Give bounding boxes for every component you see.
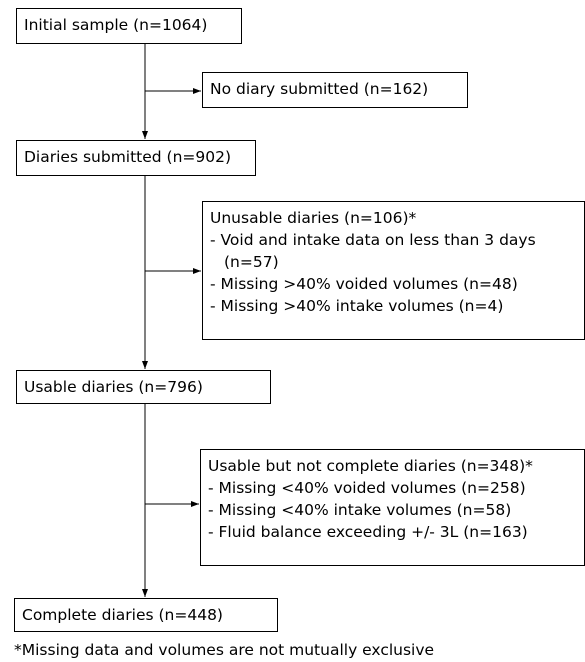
node-item: - Fluid balance exceeding +/- 3L (n=163): [208, 523, 528, 541]
node-label: Unusable diaries (n=106)*: [210, 209, 417, 227]
node-box: Diaries submitted (n=902): [16, 140, 256, 176]
node-label: Usable but not complete diaries (n=348)*: [208, 457, 533, 475]
node-item: - Void and intake data on less than 3 da…: [210, 231, 536, 271]
node-label: Initial sample (n=1064): [24, 16, 208, 34]
node-box: Usable diaries (n=796): [16, 370, 271, 404]
node-label: Complete diaries (n=448): [22, 606, 223, 624]
node-label: Diaries submitted (n=902): [24, 148, 232, 166]
node-box: Complete diaries (n=448): [14, 598, 278, 632]
node-label: Usable diaries (n=796): [24, 378, 203, 396]
node-box: Unusable diaries (n=106)* - Void and int…: [202, 201, 585, 340]
node-item: - Missing <40% intake volumes (n=58): [208, 501, 512, 519]
node-box: Initial sample (n=1064): [16, 8, 242, 44]
node-item: - Missing >40% voided volumes (n=48): [210, 275, 518, 293]
node-label: No diary submitted (n=162): [210, 80, 429, 98]
node-item: - Missing <40% voided volumes (n=258): [208, 479, 526, 497]
node-box: No diary submitted (n=162): [202, 72, 468, 108]
node-box: Usable but not complete diaries (n=348)*…: [200, 449, 585, 566]
node-item: - Missing >40% intake volumes (n=4): [210, 297, 504, 315]
footnote: *Missing data and volumes are not mutual…: [14, 641, 435, 659]
